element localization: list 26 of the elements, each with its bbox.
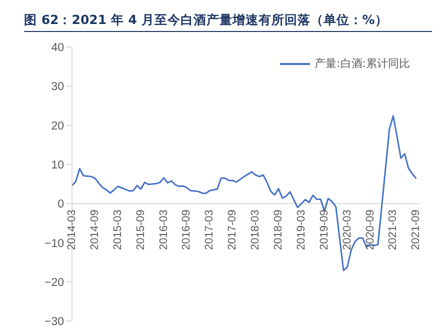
x-tick-label: 2015-09: [134, 210, 147, 250]
x-tick-label: 2018-03: [250, 210, 262, 250]
x-tick-label: 2017-03: [204, 210, 216, 250]
x-tick-label: 2021-03: [387, 210, 400, 250]
y-tick-label: 20: [51, 120, 64, 132]
y-tick-label: −20: [44, 276, 64, 289]
chart-title: 图 62：2021 年 4 月至今白酒产量增速有所回落（单位：%）: [24, 12, 432, 32]
x-tick-label: 2020-03: [341, 210, 354, 250]
x-tick-label: 2017-09: [226, 210, 239, 250]
x-tick-label: 2018-09: [272, 210, 285, 250]
x-tick-label: 2016-03: [158, 210, 170, 250]
x-tick-label: 2015-03: [112, 210, 124, 250]
y-tick-label: −30: [44, 316, 64, 328]
x-tick-label: 2019-03: [295, 210, 308, 250]
x-tick-label: 2014-09: [88, 210, 101, 250]
x-tick-label: 2014-03: [66, 210, 78, 250]
legend-label: 产量:白酒:累计同比: [314, 56, 410, 71]
x-tick-label: 2020-09: [364, 210, 376, 250]
y-tick-label: 30: [51, 81, 64, 94]
x-tick-label: 2019-09: [318, 210, 330, 250]
y-tick-label: 0: [58, 198, 64, 211]
y-tick-label: −10: [44, 238, 64, 250]
y-tick-label: 10: [51, 160, 64, 172]
x-tick-label: 2016-09: [180, 210, 193, 250]
y-tick-label: 40: [51, 42, 64, 54]
x-tick-label: 2021-09: [410, 210, 422, 250]
